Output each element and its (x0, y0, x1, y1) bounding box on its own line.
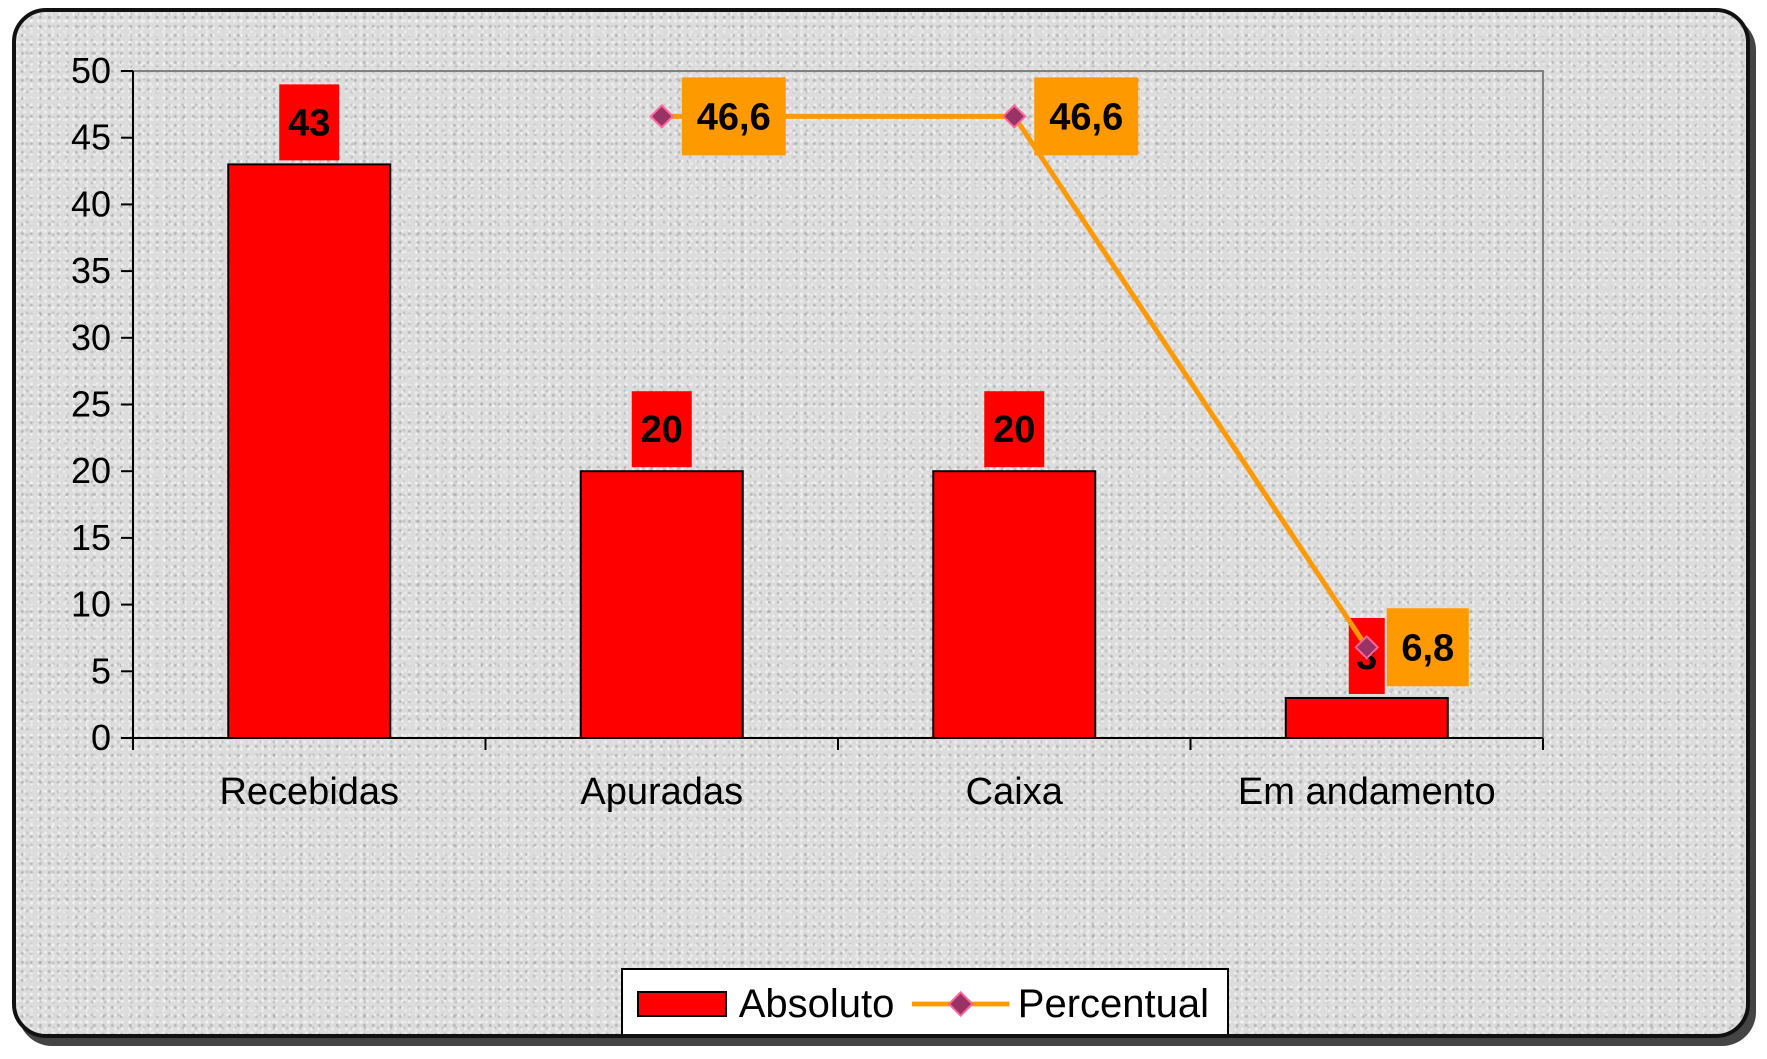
bar-label-box (279, 84, 340, 161)
legend-swatch-percentual (912, 990, 1010, 1018)
legend-label-absoluto: Absoluto (738, 981, 895, 1026)
y-tick-label: 10 (71, 584, 111, 625)
y-tick-label: 35 (71, 250, 111, 291)
chart-frame: 0 5 10 15 20 25 30 35 40 45 50 Recebidas Apuradas Cai… (12, 8, 1750, 1038)
line-label-box (1386, 608, 1469, 687)
bar (579, 470, 744, 739)
line-data-label: 6,8 (1401, 627, 1454, 669)
line-marker (1001, 103, 1027, 129)
y-tick-label: 0 (91, 717, 111, 758)
y-tick-label: 45 (71, 117, 111, 158)
bar-data-label: 20 (993, 409, 1035, 451)
y-tick-label: 50 (71, 50, 111, 91)
y-tick-label: 40 (71, 183, 111, 224)
y-tick-label: 5 (91, 650, 111, 691)
bar-data-label: 20 (641, 409, 683, 451)
y-tick-label: 15 (71, 517, 111, 558)
line-data-label: 46,6 (1049, 96, 1123, 138)
bar-label-box (631, 391, 692, 468)
chart-svg: 0 5 10 15 20 25 30 35 40 45 50 Recebidas Apuradas Cai… (71, 50, 1544, 813)
line-marker (1354, 634, 1380, 660)
x-category-label: Caixa (966, 771, 1064, 813)
y-tick-label: 20 (71, 450, 111, 491)
x-category-label: Em andamento (1238, 771, 1496, 813)
bar (1284, 696, 1449, 739)
x-category-label: Recebidas (219, 771, 399, 813)
bar (227, 163, 392, 739)
x-category-label: Apuradas (580, 771, 743, 813)
y-tick-label: 25 (71, 384, 111, 425)
line-label-box (681, 77, 786, 156)
bar-label-box (984, 391, 1045, 468)
plot-area-border (133, 70, 1544, 738)
line-label-box (1034, 77, 1139, 156)
legend-label-percentual: Percentual (1017, 981, 1209, 1026)
legend: Absoluto Percentual (621, 968, 1229, 1034)
legend-swatch-absoluto (637, 991, 727, 1017)
line-data-label: 46,6 (697, 96, 771, 138)
bar-data-label: 43 (288, 102, 330, 144)
bar (932, 470, 1097, 739)
line-marker (649, 103, 675, 129)
y-tick-label: 30 (71, 317, 111, 358)
